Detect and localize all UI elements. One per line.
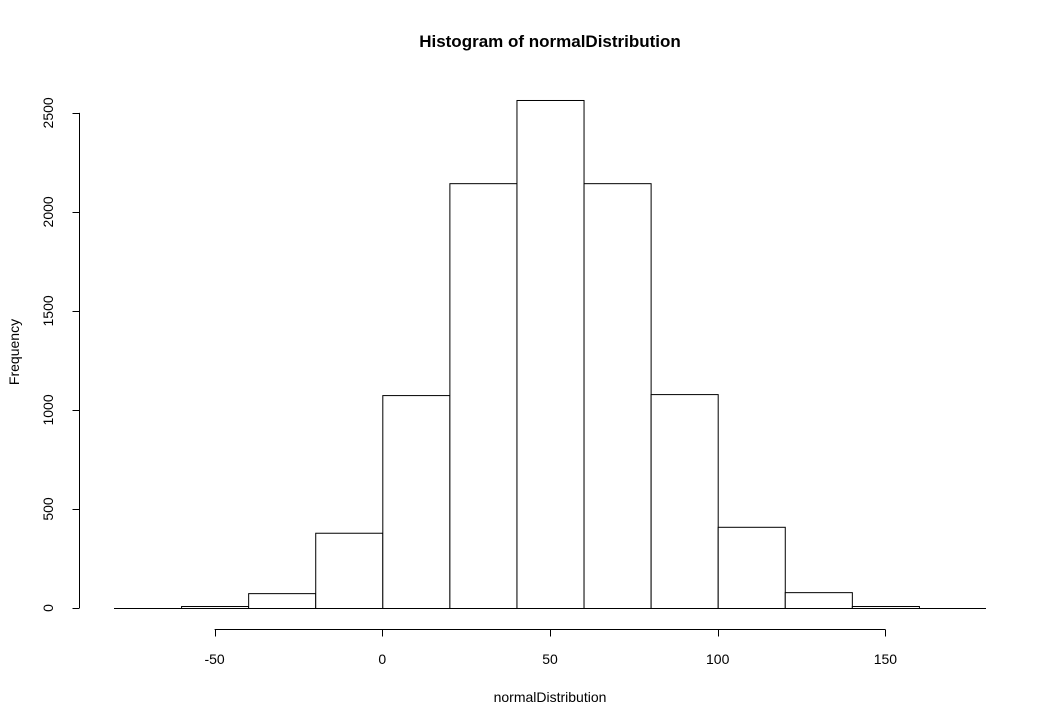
histogram-bars [181, 99, 920, 610]
histogram-bar [449, 183, 518, 609]
y-tick-label: 500 [40, 497, 56, 521]
histogram-bar [315, 532, 384, 610]
y-tick-label: 0 [40, 604, 56, 612]
x-tick-label: 50 [542, 651, 558, 667]
x-axis-label: normalDistribution [494, 689, 607, 705]
chart-title: Histogram of normalDistribution [419, 32, 681, 51]
histogram-bar [650, 394, 719, 609]
y-tick-label: 1500 [40, 295, 56, 326]
x-tick-label: 0 [378, 651, 386, 667]
histogram-bar [583, 183, 652, 609]
x-tick-label: -50 [204, 651, 224, 667]
histogram-bar [248, 593, 317, 610]
y-axis-label: Frequency [6, 319, 22, 385]
histogram-bar [784, 592, 853, 609]
x-tick-label: 100 [706, 651, 730, 667]
y-tick-label: 1000 [40, 394, 56, 425]
x-axis: -50 0 50 100 150 [204, 629, 898, 667]
y-tick-label: 2000 [40, 196, 56, 227]
histogram-bar [717, 526, 786, 609]
y-tick-label: 2500 [40, 97, 56, 128]
x-tick-label: 150 [874, 651, 898, 667]
histogram-bar [851, 606, 920, 610]
histogram-bar [382, 395, 451, 609]
y-axis: 0 500 1000 1500 2000 2500 [40, 97, 80, 612]
histogram-bar [516, 99, 585, 610]
histogram-bar [181, 606, 250, 610]
